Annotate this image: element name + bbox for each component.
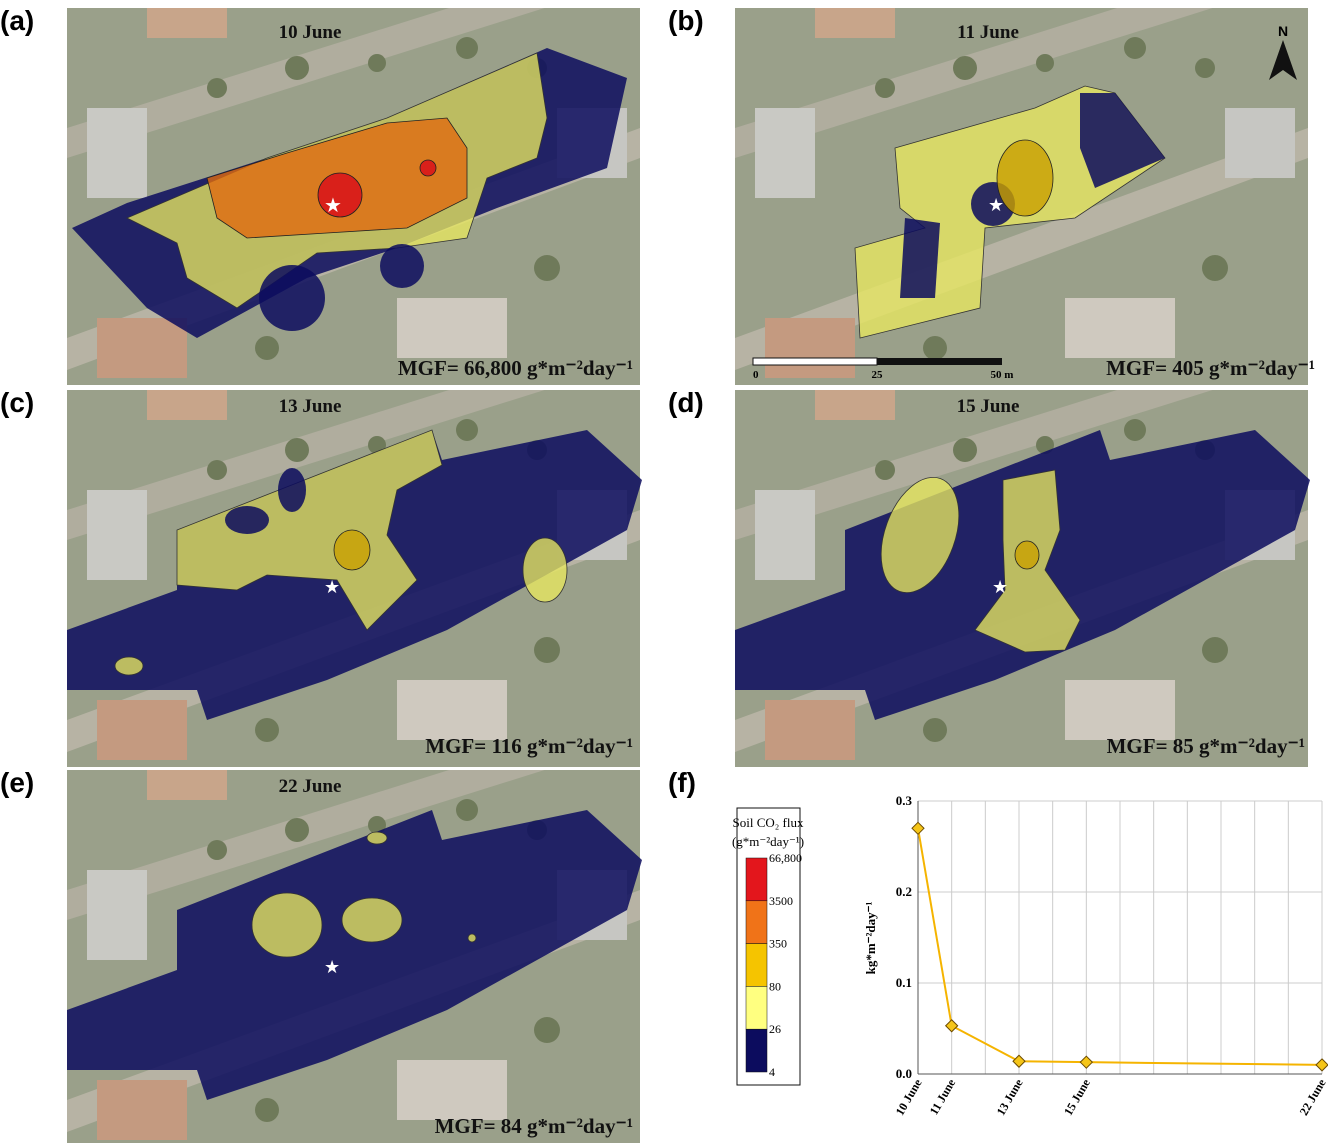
x-tick-label: 13 June bbox=[994, 1076, 1026, 1118]
legend-label: 66,800 bbox=[769, 851, 802, 865]
x-tick-label: 15 June bbox=[1061, 1076, 1093, 1118]
scale-label: 0 bbox=[753, 369, 759, 381]
legend-swatch bbox=[746, 1029, 767, 1072]
data-point bbox=[1316, 1059, 1328, 1071]
legend-unit: (g*m⁻²day⁻¹) bbox=[732, 834, 804, 849]
mgf-label: MGF= 66,800 g*m⁻²day⁻¹ bbox=[398, 356, 633, 380]
legend-label: 350 bbox=[769, 937, 787, 951]
scale-bar bbox=[753, 358, 877, 365]
flux-zone bbox=[997, 140, 1053, 216]
flux-zone bbox=[278, 468, 306, 512]
source-star: ★ bbox=[992, 577, 1008, 597]
x-tick-label: 11 June bbox=[927, 1076, 959, 1117]
legend-swatch bbox=[746, 858, 767, 901]
map-panel: ★ 15 June MGF= 85 g*m⁻²day⁻¹ bbox=[735, 330, 1310, 767]
panel-date: 10 June bbox=[279, 22, 342, 43]
flux-zone bbox=[115, 657, 143, 675]
mgf-label: MGF= 84 g*m⁻²day⁻¹ bbox=[435, 1114, 633, 1138]
panel-label: (e) bbox=[0, 767, 34, 798]
legend-label: 4 bbox=[769, 1065, 775, 1079]
y-axis-label: kg*m⁻²day⁻¹ bbox=[863, 901, 878, 974]
legend-swatch bbox=[746, 901, 767, 944]
flux-zone bbox=[225, 506, 269, 534]
data-point bbox=[1080, 1056, 1092, 1068]
source-star: ★ bbox=[324, 957, 340, 977]
panel-label: (f) bbox=[668, 767, 696, 798]
legend-label: 80 bbox=[769, 979, 781, 993]
flux-zone bbox=[420, 160, 436, 176]
panel-label: (b) bbox=[668, 5, 704, 36]
x-tick-label: 22 June bbox=[1297, 1076, 1328, 1118]
flux-zone bbox=[342, 898, 402, 942]
scale-bar bbox=[877, 358, 1002, 365]
legend-swatch bbox=[746, 986, 767, 1029]
flux-zone bbox=[900, 218, 940, 298]
panel-label: (c) bbox=[0, 387, 34, 418]
panel-date: 13 June bbox=[279, 396, 342, 417]
source-star: ★ bbox=[988, 195, 1004, 215]
flux-zone bbox=[252, 893, 322, 957]
legend-swatch bbox=[746, 944, 767, 987]
panel-date: 22 June bbox=[279, 776, 342, 797]
data-point bbox=[946, 1020, 958, 1032]
map-panel: ★ 13 June MGF= 116 g*m⁻²day⁻¹ bbox=[67, 330, 642, 767]
panel-date: 15 June bbox=[957, 396, 1020, 417]
y-tick-label: 0.2 bbox=[896, 884, 912, 899]
flux-zone bbox=[334, 530, 370, 570]
panel-label: (d) bbox=[668, 387, 704, 418]
legend-label: 26 bbox=[769, 1022, 781, 1036]
panel-date: 11 June bbox=[957, 22, 1019, 43]
mgf-label: MGF= 85 g*m⁻²day⁻¹ bbox=[1107, 734, 1305, 758]
data-point bbox=[1013, 1055, 1025, 1067]
map-panel: ★ 10 June MGF= 66,800 g*m⁻²day⁻¹ bbox=[67, 0, 640, 385]
legend-title: Soil CO₂ flux bbox=[733, 815, 804, 830]
map-panel: ★ 22 June MGF= 84 g*m⁻²day⁻¹ bbox=[67, 710, 642, 1143]
north-label: N bbox=[1278, 23, 1288, 39]
y-tick-label: 0.1 bbox=[896, 975, 912, 990]
y-tick-label: 0.0 bbox=[896, 1066, 912, 1081]
data-point bbox=[912, 822, 924, 834]
figure: ★ 10 June MGF= 66,800 g*m⁻²day⁻¹ (a) ★ N… bbox=[0, 0, 1328, 1143]
flux-zone bbox=[367, 832, 387, 844]
y-tick-label: 0.3 bbox=[896, 793, 913, 808]
mgf-label: MGF= 116 g*m⁻²day⁻¹ bbox=[425, 734, 633, 758]
panel-label: (a) bbox=[0, 5, 34, 36]
map-panel: ★ N 0 25 50 m 11 June MGF= 405 g*m⁻²day⁻… bbox=[735, 0, 1315, 385]
scale-label: 25 bbox=[872, 369, 884, 381]
x-tick-label: 10 June bbox=[893, 1076, 925, 1118]
flux-zone bbox=[1015, 541, 1039, 569]
flux-zone bbox=[468, 934, 476, 942]
flux-zone bbox=[380, 244, 424, 288]
source-star: ★ bbox=[324, 195, 342, 217]
flux-zone bbox=[523, 538, 567, 602]
flux-zone bbox=[259, 265, 325, 331]
scale-label: 50 m bbox=[991, 369, 1014, 381]
source-star: ★ bbox=[324, 577, 340, 597]
mgf-label: MGF= 405 g*m⁻²day⁻¹ bbox=[1106, 356, 1315, 380]
legend-label: 3500 bbox=[769, 894, 793, 908]
